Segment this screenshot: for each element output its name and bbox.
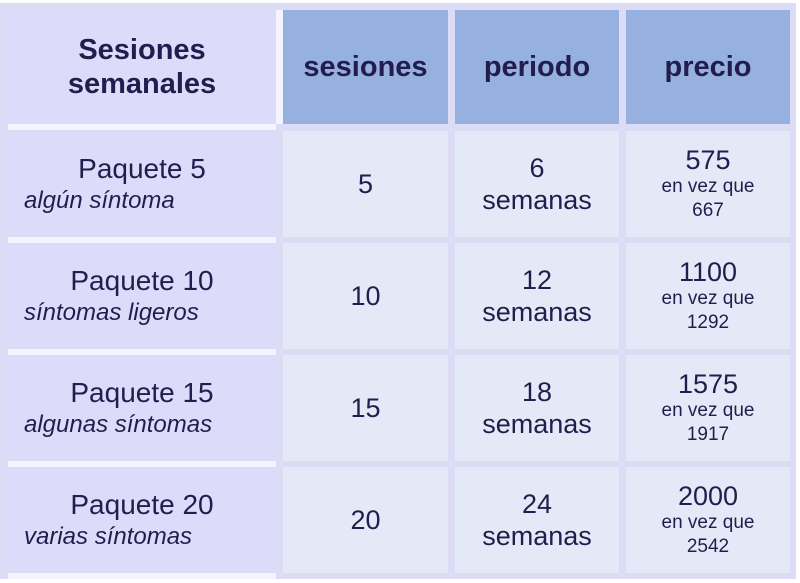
package-name: Paquete 20 [70,489,214,520]
original-price: 1917 [686,424,730,445]
period-unit: semanas [482,297,592,327]
divider [8,573,276,579]
price-cell: 1575 en vez que 1917 [626,355,790,461]
sessions-cell: 20 [283,467,448,573]
corner-title-cell: Sesiones semanales [8,10,276,124]
period-cell: 24 semanas [455,467,619,573]
package-description: síntomas ligeros [24,299,199,326]
package-cell: Paquete 5 algún síntoma [8,131,276,237]
header-periodo: periodo [455,10,619,124]
price-value: 575 [685,145,731,175]
instead-label: en vez que [661,176,755,197]
package-cell: Paquete 15 algunas síntomas [8,355,276,461]
period-number: 6 [529,153,545,183]
package-description: algunas síntomas [24,411,213,438]
period-unit: semanas [482,409,592,439]
sessions-value: 10 [350,281,381,311]
price-value: 2000 [677,481,739,511]
period-cell: 18 semanas [455,355,619,461]
header-label: sesiones [303,51,428,83]
period-number: 24 [521,489,553,519]
instead-label: en vez que [661,512,755,533]
price-value: 1100 [678,257,738,287]
package-description: algún síntoma [24,187,175,214]
price-cell: 2000 en vez que 2542 [626,467,790,573]
package-name: Paquete 5 [78,153,206,184]
divider [8,461,276,467]
sessions-value: 5 [357,169,374,199]
header-precio: precio [626,10,790,124]
header-sesiones: sesiones [283,10,448,124]
divider [8,349,276,355]
price-cell: 575 en vez que 667 [626,131,790,237]
package-name: Paquete 10 [70,265,214,296]
package-cell: Paquete 20 varias síntomas [8,467,276,573]
period-unit: semanas [482,521,592,551]
sessions-cell: 5 [283,131,448,237]
price-cell: 1100 en vez que 1292 [626,243,790,349]
period-number: 12 [521,265,553,295]
package-name: Paquete 15 [70,377,214,408]
instead-label: en vez que [661,400,755,421]
package-description: varias síntomas [24,523,193,550]
period-cell: 12 semanas [455,243,619,349]
header-label: periodo [483,51,591,83]
sessions-value: 15 [350,393,381,423]
sessions-value: 20 [350,505,381,535]
price-value: 1575 [677,369,739,399]
corner-title-line: Sesiones [78,34,206,66]
header-label: precio [664,51,752,83]
original-price: 1292 [686,312,730,333]
period-cell: 6 semanas [455,131,619,237]
divider [8,124,276,130]
package-cell: Paquete 10 síntomas ligeros [8,243,276,349]
sessions-cell: 15 [283,355,448,461]
sessions-cell: 10 [283,243,448,349]
corner-title-line: semanales [67,68,217,100]
instead-label: en vez que [661,288,755,309]
original-price: 667 [692,200,724,221]
period-number: 18 [521,377,553,407]
divider [276,10,283,124]
divider [8,237,276,243]
period-unit: semanas [482,185,592,215]
original-price: 2542 [686,536,730,557]
